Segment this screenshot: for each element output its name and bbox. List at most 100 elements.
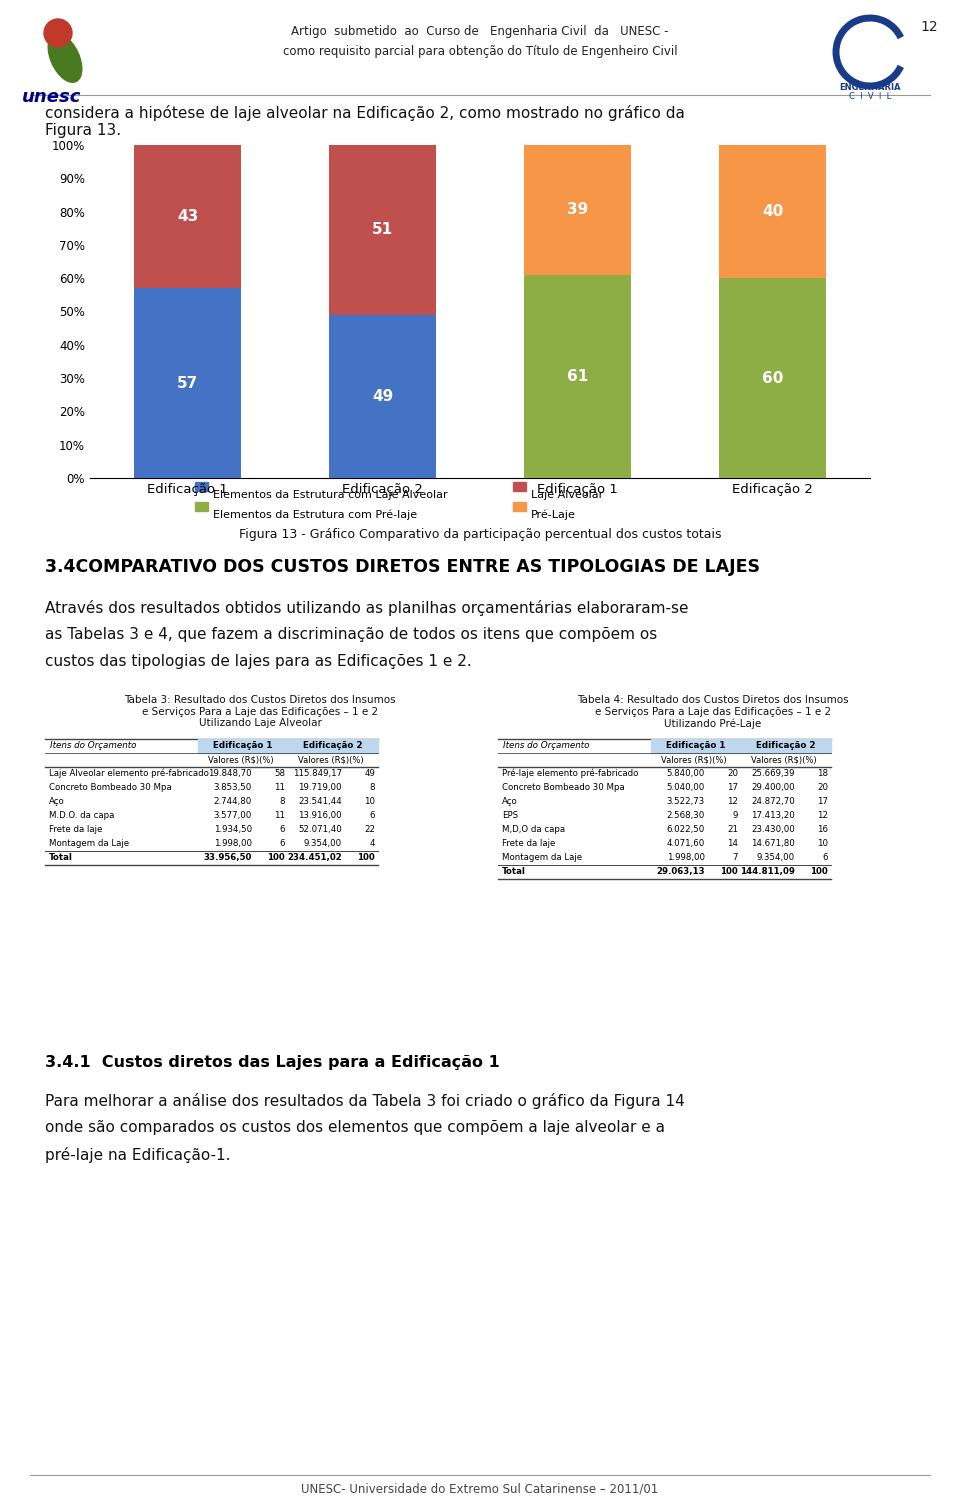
Text: Frete da laje: Frete da laje: [502, 839, 556, 848]
Text: Laje Alveolar elemento pré-fabricado: Laje Alveolar elemento pré-fabricado: [49, 770, 209, 779]
Text: 8: 8: [279, 797, 285, 806]
Text: 33.956,50: 33.956,50: [204, 854, 252, 863]
Text: 60: 60: [762, 371, 783, 386]
Text: 4: 4: [370, 839, 375, 848]
Bar: [719, 278, 827, 478]
Text: 17.413,20: 17.413,20: [752, 812, 795, 821]
Text: Através dos resultados obtidos utilizando as planilhas orçamentárias elaboraram-: Através dos resultados obtidos utilizand…: [45, 600, 688, 616]
Text: Para melhorar a análise dos resultados da Tabela 3 foi criado o gráfico da Figur: Para melhorar a análise dos resultados d…: [45, 1093, 684, 1109]
Text: Valores (R$)(%): Valores (R$)(%): [207, 755, 278, 764]
Text: Montagem da Laje: Montagem da Laje: [502, 854, 582, 863]
Text: Pré-laje elemento pré-fabricado: Pré-laje elemento pré-fabricado: [502, 770, 638, 779]
Text: 100: 100: [810, 867, 828, 876]
Text: Edificação 1: Edificação 1: [666, 741, 726, 750]
Text: 7: 7: [732, 854, 738, 863]
Text: 24.872,70: 24.872,70: [752, 797, 795, 806]
Text: onde são comparados os custos dos elementos que compõem a laje alveolar e a: onde são comparados os custos dos elemen…: [45, 1120, 665, 1135]
Text: 12: 12: [727, 797, 738, 806]
Text: Itens do Orçamento: Itens do Orçamento: [503, 741, 589, 750]
Text: 5.840,00: 5.840,00: [667, 770, 705, 779]
Text: ENGENHARIA: ENGENHARIA: [839, 83, 900, 92]
Text: 29.400,00: 29.400,00: [752, 783, 795, 792]
Text: 43: 43: [177, 209, 198, 224]
Text: 49: 49: [364, 770, 375, 779]
Text: Total: Total: [502, 867, 526, 876]
Text: 1.934,50: 1.934,50: [214, 825, 252, 834]
Text: UNESC- Universidade do Extremo Sul Catarinense – 2011/01: UNESC- Universidade do Extremo Sul Catar…: [301, 1482, 659, 1495]
Text: 11: 11: [274, 783, 285, 792]
Bar: [719, 144, 827, 278]
Text: 18: 18: [817, 770, 828, 779]
Bar: [329, 314, 436, 478]
Text: 58: 58: [274, 770, 285, 779]
Text: 4.071,60: 4.071,60: [667, 839, 705, 848]
Text: 6.022,50: 6.022,50: [667, 825, 705, 834]
Bar: [133, 289, 241, 478]
Text: 10: 10: [364, 797, 375, 806]
Bar: [329, 144, 436, 314]
Text: Figura 13 - Gráfico Comparativo da participação percentual dos custos totais: Figura 13 - Gráfico Comparativo da parti…: [239, 528, 721, 541]
Text: C  I  V  I  L: C I V I L: [849, 92, 891, 101]
Text: Valores (R$)(%): Valores (R$)(%): [751, 755, 822, 764]
Text: pré-laje na Edificação-1.: pré-laje na Edificação-1.: [45, 1147, 230, 1163]
Text: 100: 100: [357, 854, 375, 863]
Text: Aço: Aço: [49, 797, 64, 806]
Text: 29.063,13: 29.063,13: [657, 867, 705, 876]
Text: 13.916,00: 13.916,00: [299, 812, 342, 821]
Text: 19.848,70: 19.848,70: [208, 770, 252, 779]
Text: Concreto Bombeado 30 Mpa: Concreto Bombeado 30 Mpa: [49, 783, 172, 792]
Text: 14: 14: [727, 839, 738, 848]
Bar: [741, 739, 831, 753]
Text: unesc: unesc: [22, 89, 82, 107]
Bar: [133, 144, 241, 289]
Text: 3.4COMPARATIVO DOS CUSTOS DIRETOS ENTRE AS TIPOLOGIAS DE LAJES: 3.4COMPARATIVO DOS CUSTOS DIRETOS ENTRE …: [45, 558, 760, 576]
Text: 16: 16: [817, 825, 828, 834]
Text: 2.744,80: 2.744,80: [214, 797, 252, 806]
Bar: [513, 482, 526, 491]
Bar: [524, 144, 631, 275]
Circle shape: [44, 20, 72, 47]
Text: Edificação 2: Edificação 2: [303, 741, 363, 750]
Text: 100: 100: [267, 854, 285, 863]
Text: Total: Total: [49, 854, 73, 863]
Bar: [198, 739, 288, 753]
Text: 17: 17: [727, 783, 738, 792]
Bar: [288, 739, 378, 753]
Text: Artigo  submetido  ao  Curso de   Engenharia Civil  da   UNESC -: Artigo submetido ao Curso de Engenharia …: [291, 26, 669, 38]
Text: as Tabelas 3 e 4, que fazem a discriminação de todos os itens que compõem os: as Tabelas 3 e 4, que fazem a discrimina…: [45, 627, 658, 642]
Text: 100: 100: [720, 867, 738, 876]
Text: Edificação 1: Edificação 1: [213, 741, 273, 750]
Text: Itens do Orçamento: Itens do Orçamento: [50, 741, 136, 750]
Text: 20: 20: [727, 770, 738, 779]
Text: 5.040,00: 5.040,00: [667, 783, 705, 792]
Text: 10: 10: [817, 839, 828, 848]
Text: 144.811,09: 144.811,09: [740, 867, 795, 876]
Text: Elementos da Estrutura com Laje Alveolar: Elementos da Estrutura com Laje Alveolar: [213, 490, 447, 500]
Text: 115.849,17: 115.849,17: [293, 770, 342, 779]
Text: Tabela 3: Resultado dos Custos Diretos dos Insumos
e Serviços Para a Laje das Ed: Tabela 3: Resultado dos Custos Diretos d…: [124, 694, 396, 727]
Text: 6: 6: [823, 854, 828, 863]
Text: como requisito parcial para obtenção do Título de Engenheiro Civil: como requisito parcial para obtenção do …: [282, 45, 678, 59]
Text: M.D.O. da capa: M.D.O. da capa: [49, 812, 114, 821]
Text: 20: 20: [817, 783, 828, 792]
Ellipse shape: [48, 33, 82, 83]
Text: 23.541,44: 23.541,44: [299, 797, 342, 806]
Text: 22: 22: [364, 825, 375, 834]
Text: 17: 17: [817, 797, 828, 806]
Text: Pré-Laje: Pré-Laje: [531, 510, 576, 520]
Bar: [513, 502, 526, 511]
Bar: [195, 482, 208, 491]
Text: 23.430,00: 23.430,00: [752, 825, 795, 834]
Text: Valores (R$)(%): Valores (R$)(%): [660, 755, 732, 764]
Text: 3.853,50: 3.853,50: [214, 783, 252, 792]
Text: 3.4.1  Custos diretos das Lajes para a Edificação 1: 3.4.1 Custos diretos das Lajes para a Ed…: [45, 1055, 500, 1070]
Text: 12: 12: [817, 812, 828, 821]
Text: 1.998,00: 1.998,00: [667, 854, 705, 863]
Text: Concreto Bombeado 30 Mpa: Concreto Bombeado 30 Mpa: [502, 783, 625, 792]
Bar: [195, 502, 208, 511]
Text: 9: 9: [732, 812, 738, 821]
Text: 52.071,40: 52.071,40: [299, 825, 342, 834]
Text: 234.451,02: 234.451,02: [287, 854, 342, 863]
Text: Elementos da Estrutura com Pré-laje: Elementos da Estrutura com Pré-laje: [213, 510, 418, 520]
Text: Valores (R$)(%): Valores (R$)(%): [298, 755, 369, 764]
